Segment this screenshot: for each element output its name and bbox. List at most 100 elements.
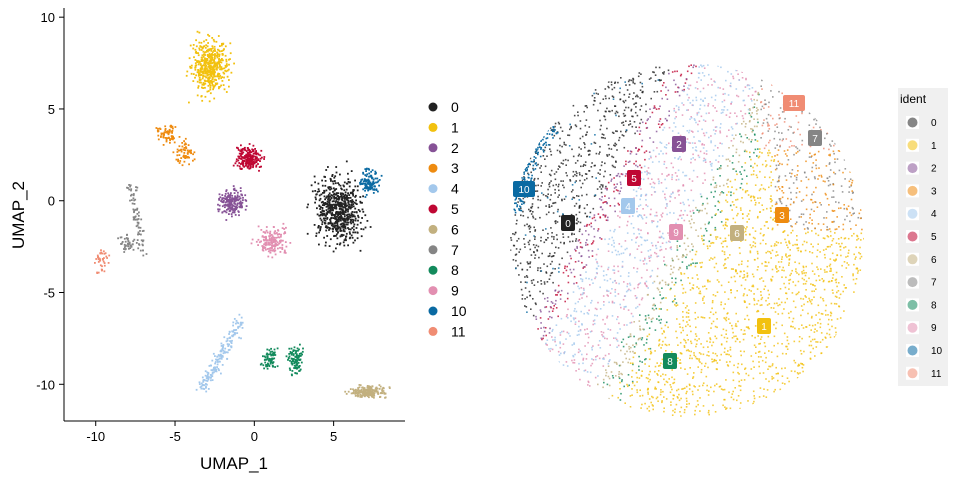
umap-legend-key-5 <box>428 204 438 214</box>
umap-x-tick-label: 5 <box>330 429 337 444</box>
circular-label-text: 1 <box>761 322 767 333</box>
circular-points <box>510 64 864 417</box>
umap-y-tick-label: 10 <box>41 10 55 25</box>
umap-legend-key-3 <box>428 163 438 173</box>
ident-legend-key-8 <box>907 299 918 310</box>
umap-legend-label: 1 <box>451 119 459 135</box>
circular-label-box-2 <box>672 136 686 152</box>
circular-cluster-3 <box>774 149 863 231</box>
ident-legend-key-6 <box>907 254 918 265</box>
circular-label-text: 5 <box>631 174 637 185</box>
circular-label-box-9 <box>669 224 683 240</box>
umap-legend-label: 4 <box>451 181 459 197</box>
ident-legend-key-5 <box>907 231 918 242</box>
ident-legend-label: 9 <box>931 323 937 334</box>
umap-x-tick-label: -5 <box>169 429 181 444</box>
circular-label-box-5 <box>627 170 641 186</box>
circular-cluster-0 <box>510 66 670 317</box>
umap-legend-label: 8 <box>451 262 459 278</box>
umap-x-tick-label: -10 <box>86 429 105 444</box>
umap-legend-label: 11 <box>451 323 466 339</box>
ident-legend-label: 11 <box>931 369 942 380</box>
ident-legend-key-9 <box>907 322 918 333</box>
circular-cluster-labels: 0 1 2 3 4 5 6 7 8 9 10 11 <box>513 95 822 369</box>
umap-legend-key-6 <box>428 224 438 234</box>
circular-label-box-10 <box>513 181 535 197</box>
umap-y-tick-label: -10 <box>36 377 55 392</box>
umap-cluster-11 <box>94 249 111 274</box>
circular-label-text: 6 <box>734 229 740 240</box>
ident-legend-key-7 <box>907 277 918 288</box>
umap-legend-key-0 <box>428 102 438 112</box>
circular-label-box-4 <box>621 198 635 214</box>
circular-label-box-7 <box>808 130 822 146</box>
umap-legend-label: 9 <box>451 283 459 299</box>
umap-legend-key-1 <box>428 122 438 132</box>
umap-legend-key-10 <box>428 306 438 316</box>
ident-legend-label: 8 <box>931 300 937 311</box>
circular-label-box-8 <box>663 353 677 369</box>
ident-legend-label: 10 <box>931 346 943 357</box>
umap-cluster-3 <box>155 124 196 167</box>
circular-label-text: 11 <box>789 99 800 110</box>
ident-legend-panel <box>898 88 948 386</box>
umap-plot: -10 -5 0 5 -10 -5 0 5 10 UMAP_1 UMAP_2 0 1 2 3 4 5 6 7… <box>9 8 467 473</box>
circular-label-box-11 <box>783 95 805 111</box>
circular-cluster-9 <box>545 67 757 387</box>
ident-legend-label: 0 <box>931 118 937 129</box>
umap-x-ticks: -10 -5 0 5 <box>86 421 337 444</box>
umap-cluster-8 <box>259 343 304 377</box>
umap-cluster-7 <box>117 184 148 257</box>
circular-label-text: 8 <box>667 357 673 368</box>
ident-legend-key-4 <box>907 208 918 219</box>
umap-legend-label: 5 <box>451 201 459 217</box>
umap-cluster-9 <box>250 222 292 259</box>
ident-legend-label: 4 <box>931 209 937 220</box>
umap-legend-label: 0 <box>451 99 459 115</box>
umap-legend-label: 7 <box>451 242 459 258</box>
circular-cluster-11 <box>760 84 835 151</box>
umap-cluster-10 <box>359 167 383 198</box>
umap-points <box>94 30 391 399</box>
circular-cluster-1 <box>611 140 864 417</box>
circular-label-text: 2 <box>676 140 682 151</box>
circular-cluster-7 <box>760 79 862 231</box>
circular-label-box-1 <box>757 318 771 334</box>
ident-legend-label: 7 <box>931 278 937 289</box>
ident-legend-key-3 <box>907 185 918 196</box>
circular-cluster-8 <box>603 93 760 401</box>
ident-legend-key-2 <box>907 163 918 174</box>
umap-legend-key-2 <box>428 143 438 153</box>
ident-legend-key-11 <box>907 368 918 379</box>
ident-legend-key-1 <box>907 140 918 151</box>
umap-legend: 0 1 2 3 4 5 6 7 8 9 10 11 <box>428 99 467 339</box>
umap-x-axis-label: UMAP_1 <box>200 454 268 473</box>
ident-legend-label: 5 <box>931 232 937 243</box>
umap-y-axis-label: UMAP_2 <box>9 181 28 249</box>
ident-legend-key-0 <box>907 117 918 128</box>
circular-label-box-0 <box>561 215 575 231</box>
circular-label-text: 10 <box>518 185 530 196</box>
umap-cluster-2 <box>217 185 248 221</box>
umap-y-tick-label: 0 <box>48 194 55 209</box>
ident-legend-title: ident <box>900 92 927 106</box>
umap-cluster-6 <box>344 384 391 399</box>
umap-legend-key-7 <box>428 245 438 255</box>
circular-label-text: 9 <box>673 228 679 239</box>
circular-label-text: 4 <box>625 202 631 213</box>
umap-legend-label: 10 <box>451 303 467 319</box>
umap-cluster-4 <box>195 313 244 393</box>
umap-x-tick-label: 0 <box>251 429 258 444</box>
umap-legend-key-11 <box>428 326 438 336</box>
circular-label-text: 7 <box>812 134 818 145</box>
circular-cluster-5 <box>537 64 697 341</box>
ident-legend-label: 6 <box>931 255 937 266</box>
umap-legend-label: 2 <box>451 140 459 156</box>
circular-label-text: 3 <box>779 211 785 222</box>
umap-legend-label: 3 <box>451 160 459 176</box>
umap-cluster-0 <box>306 160 372 253</box>
umap-legend-key-4 <box>428 184 438 194</box>
circular-cluster-6 <box>597 91 760 400</box>
ident-legend-key-10 <box>907 345 918 356</box>
